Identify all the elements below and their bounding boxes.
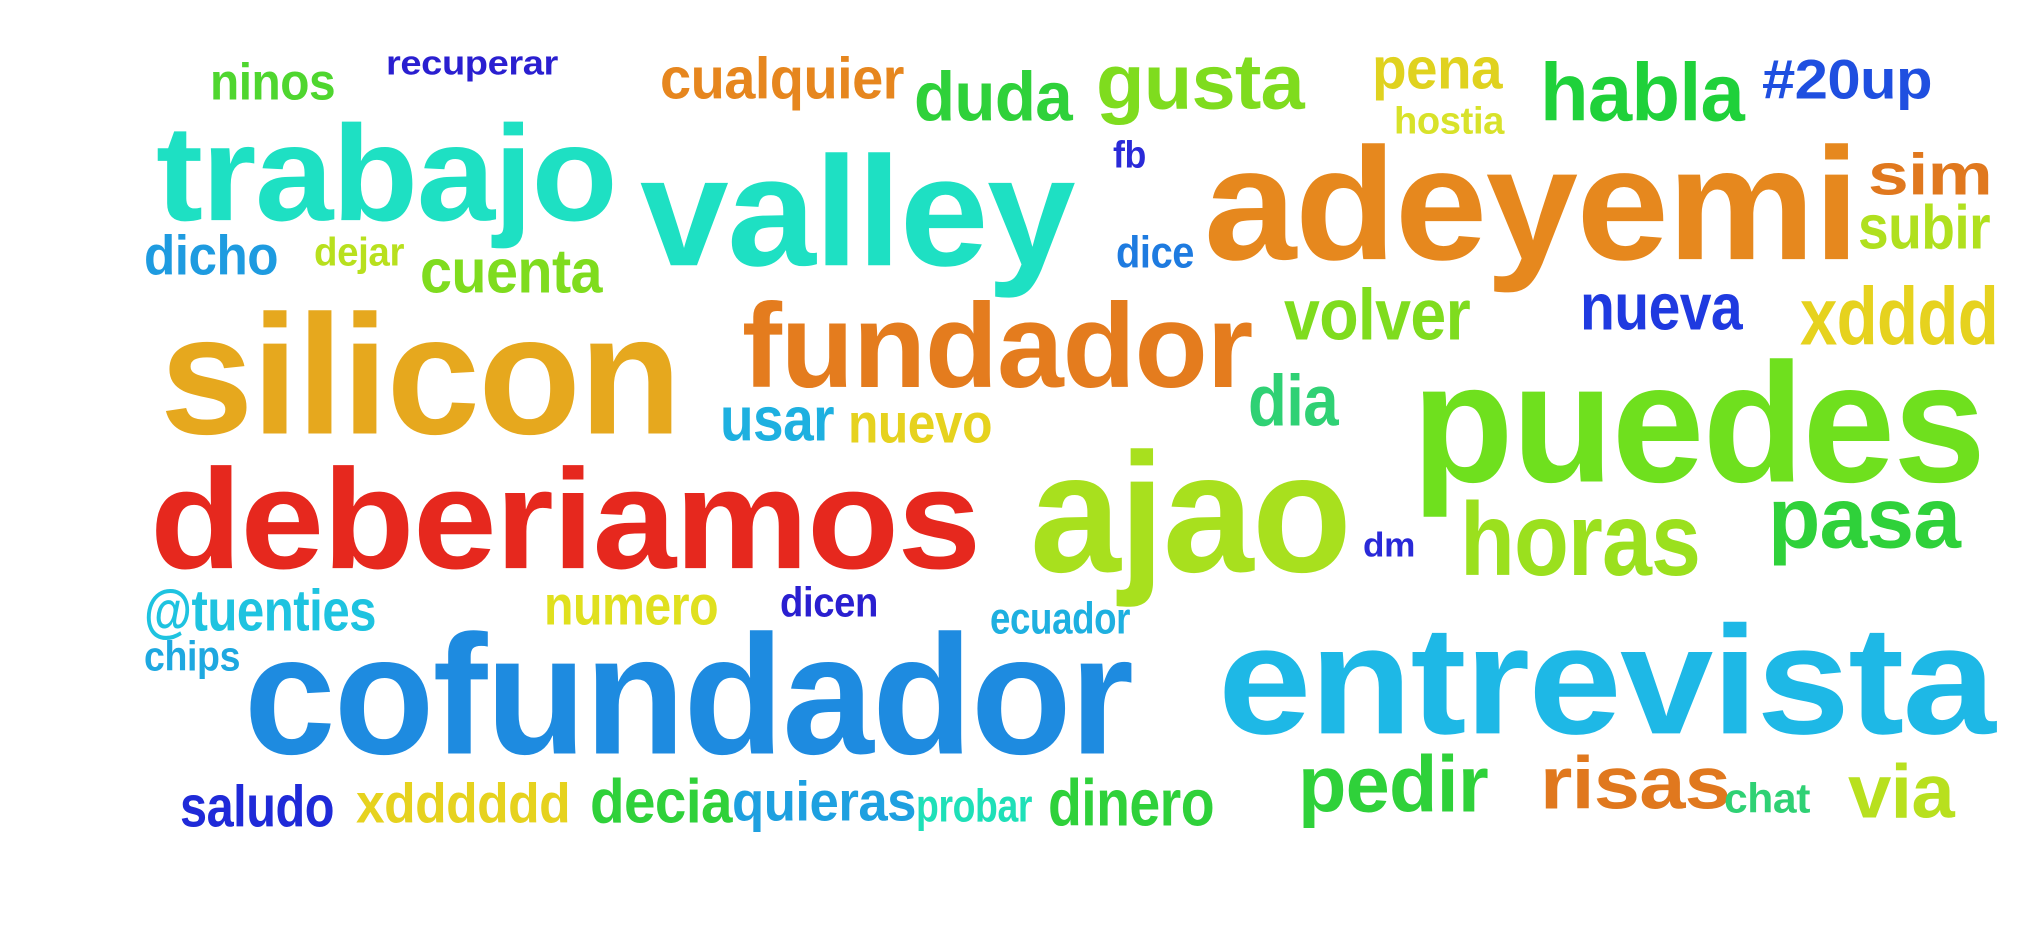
word: recuperar [386, 43, 558, 82]
word: dm [1363, 525, 1416, 564]
word: chips [144, 633, 241, 680]
word: quieras [732, 770, 916, 833]
word: decia [590, 766, 733, 836]
word: risas [1540, 741, 1731, 825]
word: deberiamos [150, 439, 981, 599]
word: nueva [1580, 270, 1743, 344]
word: cualquier [660, 46, 904, 111]
word: xdddd [1800, 271, 1999, 363]
word: numero [544, 574, 719, 637]
word: dejar [314, 229, 405, 274]
word: hostia [1394, 100, 1504, 142]
word: habla [1540, 47, 1745, 139]
word: ecuador [990, 593, 1131, 643]
word: fb [1113, 134, 1147, 176]
word: gusta [1096, 39, 1305, 126]
word: chat [1724, 775, 1810, 822]
word: @tuenties [144, 578, 377, 643]
word: via [1848, 749, 1955, 834]
word: xdddddd [356, 772, 571, 835]
word: #20up [1762, 48, 1933, 111]
word: trabajo [156, 98, 618, 250]
word: duda [914, 57, 1073, 136]
word: ninos [210, 52, 336, 111]
word: cuenta [420, 236, 603, 306]
word: dicen [780, 579, 878, 626]
word: subir [1858, 192, 1991, 262]
word: cofundador [244, 599, 1134, 790]
word: pedir [1298, 739, 1489, 829]
word: pena [1372, 36, 1503, 101]
word: horas [1460, 481, 1701, 598]
word: dia [1248, 361, 1339, 442]
word: nuevo [848, 392, 992, 455]
word: silicon [160, 279, 682, 470]
word: volver [1284, 275, 1471, 356]
word: entrevista [1218, 594, 1996, 767]
word: ajao [1030, 417, 1352, 608]
word: puedes [1412, 327, 1986, 518]
word: adeyemi [1204, 114, 1860, 294]
word: pasa [1768, 471, 1961, 567]
word: dice [1116, 227, 1195, 277]
word: dicho [144, 224, 279, 287]
word: sim [1868, 142, 1993, 207]
word: valley [640, 124, 1076, 299]
word: dinero [1048, 766, 1215, 840]
word: fundador [742, 278, 1253, 413]
word: saludo [180, 774, 334, 839]
word: usar [720, 384, 835, 454]
word: probar [916, 781, 1033, 832]
